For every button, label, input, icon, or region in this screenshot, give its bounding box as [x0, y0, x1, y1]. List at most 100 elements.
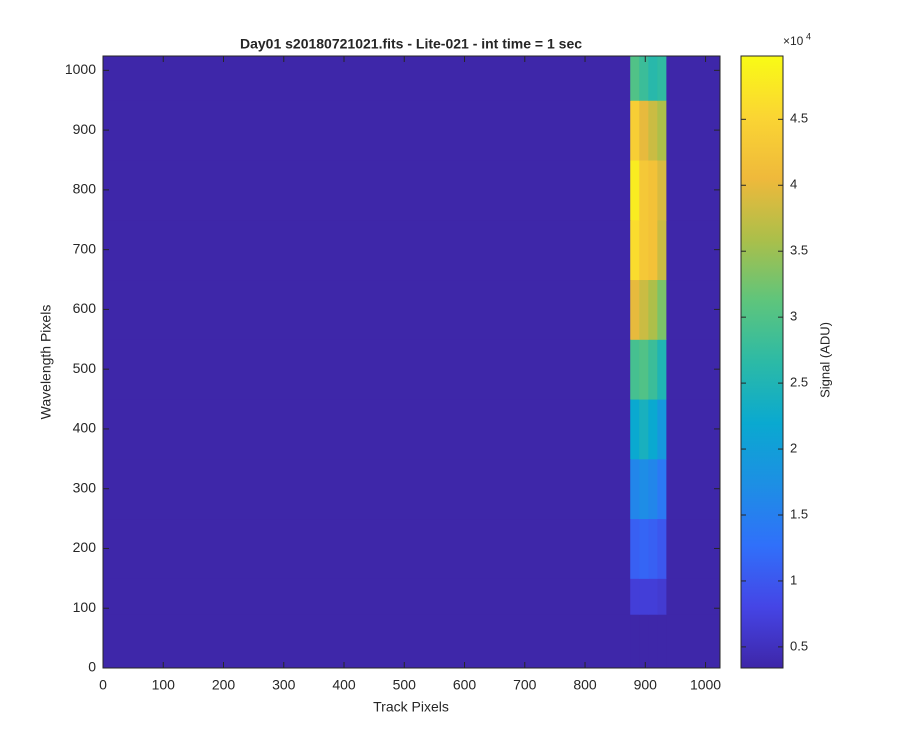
heatmap-cell: [630, 458, 640, 520]
colorbar-tick-label: 4.5: [790, 111, 808, 126]
heatmap-cell: [103, 458, 631, 520]
heatmap-cell: [103, 219, 631, 281]
heatmap-cell: [666, 100, 721, 161]
x-axis-label: Track Pixels: [373, 699, 449, 715]
colorbar-tick-label: 3.5: [790, 243, 808, 258]
heatmap-cell: [639, 399, 649, 460]
colorbar-tick-label: 1: [790, 572, 797, 587]
colorbar-tick-label: 0.5: [790, 638, 808, 653]
heatmap-cell: [648, 458, 658, 520]
x-tick-label: 200: [212, 677, 236, 693]
x-tick-label: 0: [99, 677, 107, 693]
y-tick-label: 100: [73, 599, 97, 615]
heatmap-cell: [648, 578, 658, 615]
heatmap-cell: [639, 458, 649, 520]
heatmap-cell: [648, 399, 658, 460]
colorbar-tick-label: 2: [790, 440, 797, 455]
colorbar-tick-label: 3: [790, 309, 797, 324]
heatmap-cell: [639, 279, 649, 340]
y-axis-label: Wavelength Pixels: [38, 305, 54, 420]
heatmap-cell: [648, 219, 658, 281]
heatmap-cell: [666, 614, 721, 669]
y-tick-label: 600: [73, 300, 97, 316]
heatmap-cell: [103, 56, 631, 101]
x-tick-label: 900: [634, 677, 658, 693]
y-tick-label: 900: [73, 121, 97, 137]
colorbar-tick-label: 2.5: [790, 375, 808, 390]
heatmap-cell: [630, 279, 640, 340]
heatmap-cell: [639, 159, 649, 221]
x-tick-label: 400: [332, 677, 356, 693]
heatmap-cell: [648, 56, 658, 101]
heatmap-cell: [103, 518, 631, 579]
heatmap-cell: [657, 159, 667, 221]
heatmap-cell: [639, 614, 649, 669]
heatmap-cell: [630, 518, 640, 579]
heatmap-cell: [630, 399, 640, 460]
y-tick-label: 1000: [65, 61, 96, 77]
x-tick-label: 300: [272, 677, 296, 693]
x-tick-label: 500: [393, 677, 417, 693]
heatmap-cell: [648, 159, 658, 221]
heatmap-cell: [666, 159, 721, 221]
heatmap-cell: [666, 219, 721, 281]
heatmap-cell: [657, 100, 667, 161]
y-tick-label: 500: [73, 360, 97, 376]
heatmap-cell: [657, 578, 667, 615]
heatmap-cell: [630, 578, 640, 615]
heatmap-cell: [657, 339, 667, 400]
heatmap-cell: [630, 339, 640, 400]
colorbar-multiplier: ×10: [783, 34, 804, 48]
heatmap-cell: [657, 614, 667, 669]
chart-title: Day01 s20180721021.fits - Lite-021 - int…: [240, 36, 582, 52]
heatmap-cell: [103, 614, 631, 669]
heatmap-cell: [103, 339, 631, 400]
heatmap-cell: [639, 339, 649, 400]
heatmap-cell: [657, 219, 667, 281]
heatmap-cell: [630, 100, 640, 161]
heatmap-cell: [648, 339, 658, 400]
heatmap-cell: [630, 159, 640, 221]
heatmap-cell: [657, 56, 667, 101]
heatmap-cell: [639, 518, 649, 579]
heatmap-cell: [639, 219, 649, 281]
heatmap-cell: [648, 518, 658, 579]
colorbar: [740, 55, 784, 669]
heatmap-cell: [666, 279, 721, 340]
colorbar-tick-label: 1.5: [790, 506, 808, 521]
y-tick-label: 800: [73, 181, 97, 197]
colorbar-multiplier-power: 4: [806, 31, 811, 41]
heatmap-cell: [657, 518, 667, 579]
x-tick-label: 1000: [690, 677, 721, 693]
colorbar-label: Signal (ADU): [817, 322, 832, 398]
x-tick-label: 100: [152, 677, 176, 693]
y-tick-label: 0: [88, 659, 96, 675]
colorbar-tick-label: 4: [790, 177, 797, 192]
heatmap-cell: [103, 399, 631, 460]
heatmap-cell: [103, 159, 631, 221]
heatmap-cell: [657, 399, 667, 460]
heatmap-cell: [666, 339, 721, 400]
heatmap-cell: [103, 100, 631, 161]
y-tick-label: 200: [73, 539, 97, 555]
heatmap-cell: [666, 578, 721, 615]
heatmap-cell: [666, 56, 721, 101]
heatmap-cell: [648, 100, 658, 161]
heatmap-cell: [657, 279, 667, 340]
y-tick-label: 300: [73, 479, 97, 495]
heatmap-cell: [648, 279, 658, 340]
x-tick-label: 600: [453, 677, 477, 693]
heatmap-cell: [666, 518, 721, 579]
heatmap-cell: [630, 614, 640, 669]
y-tick-label: 700: [73, 240, 97, 256]
heatmap-cell: [103, 578, 631, 615]
heatmap-cell: [630, 219, 640, 281]
heatmap-cell: [639, 578, 649, 615]
heatmap-cell: [639, 56, 649, 101]
heatmap-cell: [657, 458, 667, 520]
heatmap-cell: [630, 56, 640, 101]
heatmap-cell: [666, 458, 721, 520]
x-tick-label: 700: [513, 677, 537, 693]
plot-frame: [102, 55, 721, 669]
